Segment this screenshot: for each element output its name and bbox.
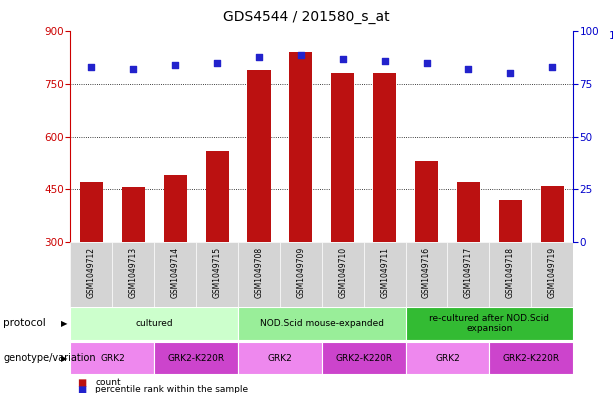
Bar [406, 342, 489, 374]
Bar [364, 242, 406, 307]
Text: ▶: ▶ [61, 354, 67, 362]
Text: count: count [95, 378, 121, 387]
Bar [80, 182, 103, 347]
Point [463, 66, 473, 72]
Bar [154, 242, 196, 307]
Text: cultured: cultured [135, 319, 173, 328]
Bar [154, 342, 238, 374]
Point [380, 58, 390, 64]
Text: GSM1049714: GSM1049714 [170, 247, 180, 298]
Bar [112, 242, 154, 307]
Text: 100%: 100% [608, 31, 613, 41]
Text: GSM1049713: GSM1049713 [129, 247, 138, 298]
Bar [373, 73, 396, 347]
Bar [489, 242, 531, 307]
Bar [70, 307, 238, 340]
Bar [457, 182, 480, 347]
Bar [289, 52, 313, 347]
Bar [406, 242, 447, 307]
Bar [447, 242, 489, 307]
Bar [322, 342, 406, 374]
Text: GSM1049710: GSM1049710 [338, 247, 348, 298]
Bar [122, 187, 145, 347]
Text: GRK2: GRK2 [267, 354, 292, 362]
Point [254, 53, 264, 60]
Bar [238, 307, 406, 340]
Point [547, 64, 557, 70]
Text: GRK2-K220R: GRK2-K220R [335, 354, 392, 362]
Bar [248, 70, 270, 347]
Bar [238, 242, 280, 307]
Text: GSM1049717: GSM1049717 [464, 247, 473, 298]
Bar [238, 342, 322, 374]
Point [86, 64, 96, 70]
Point [212, 60, 222, 66]
Text: GRK2: GRK2 [100, 354, 125, 362]
Text: re-cultured after NOD.Scid
expansion: re-cultured after NOD.Scid expansion [429, 314, 549, 333]
Text: GSM1049711: GSM1049711 [380, 247, 389, 298]
Point [296, 51, 306, 58]
Bar [541, 185, 564, 347]
Text: ■: ■ [77, 378, 86, 388]
Text: GDS4544 / 201580_s_at: GDS4544 / 201580_s_at [223, 10, 390, 24]
Text: GSM1049708: GSM1049708 [254, 247, 264, 298]
Text: GSM1049709: GSM1049709 [296, 247, 305, 298]
Text: GSM1049716: GSM1049716 [422, 247, 431, 298]
Point [422, 60, 432, 66]
Text: GRK2: GRK2 [435, 354, 460, 362]
Point [129, 66, 139, 72]
Text: protocol: protocol [3, 318, 46, 328]
Text: ▶: ▶ [61, 319, 67, 328]
Text: ■: ■ [77, 385, 86, 393]
Text: GSM1049718: GSM1049718 [506, 247, 515, 298]
Bar [70, 242, 112, 307]
Text: GRK2-K220R: GRK2-K220R [167, 354, 225, 362]
Text: GRK2-K220R: GRK2-K220R [503, 354, 560, 362]
Bar [331, 73, 354, 347]
Text: genotype/variation: genotype/variation [3, 353, 96, 363]
Point [338, 56, 348, 62]
Bar [322, 242, 364, 307]
Text: NOD.Scid mouse-expanded: NOD.Scid mouse-expanded [260, 319, 384, 328]
Point [170, 62, 180, 68]
Bar [499, 200, 522, 347]
Point [505, 70, 515, 77]
Bar [489, 342, 573, 374]
Bar [205, 151, 229, 347]
Text: GSM1049719: GSM1049719 [547, 247, 557, 298]
Text: GSM1049715: GSM1049715 [213, 247, 222, 298]
Text: GSM1049712: GSM1049712 [87, 247, 96, 298]
Bar [415, 161, 438, 347]
Bar [280, 242, 322, 307]
Bar [531, 242, 573, 307]
Bar [406, 307, 573, 340]
Text: percentile rank within the sample: percentile rank within the sample [95, 386, 248, 393]
Bar [164, 175, 187, 347]
Bar [196, 242, 238, 307]
Bar [70, 342, 154, 374]
